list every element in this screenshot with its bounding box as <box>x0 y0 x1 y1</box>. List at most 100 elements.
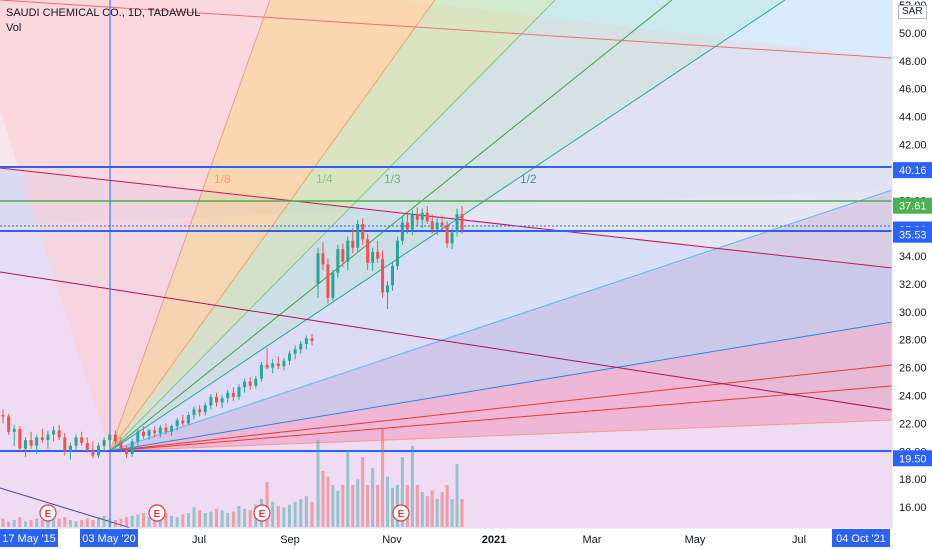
candle <box>18 426 22 452</box>
candle <box>405 214 409 234</box>
volume-bar <box>304 496 308 527</box>
volume-bar <box>361 457 365 527</box>
fan-label-1-3: 1/3 <box>384 172 401 186</box>
candle <box>7 413 11 435</box>
volume-bar <box>192 507 196 527</box>
candle <box>415 207 419 226</box>
volume-bar <box>12 520 16 527</box>
pitchfork-line-mid <box>0 167 893 269</box>
svg-text:E: E <box>398 509 405 520</box>
x-tick-may: May <box>685 534 706 546</box>
x-tick-nov: Nov <box>382 534 402 546</box>
volume-bar <box>265 482 269 527</box>
volume-bar <box>214 508 218 527</box>
earnings-marker[interactable]: E <box>39 504 57 522</box>
candle <box>186 412 190 425</box>
volume-bar <box>381 429 385 527</box>
candle <box>351 228 355 254</box>
volume-bar <box>186 513 190 527</box>
volume-bar <box>175 517 179 527</box>
volume-bar <box>288 504 292 527</box>
volume-indicator-label[interactable]: Vol <box>6 22 22 34</box>
candle <box>141 426 145 439</box>
fan-labels: 1/8 1/4 1/3 1/2 <box>214 172 537 186</box>
candle <box>85 437 89 453</box>
fan-lines <box>0 0 893 541</box>
volume-bar <box>46 521 50 527</box>
time-axis[interactable]: Jul Sep Nov 2021 Mar May Jul 17 May '15 … <box>0 527 932 550</box>
candle <box>164 423 168 435</box>
candle <box>316 247 320 298</box>
candle <box>40 428 44 443</box>
candle <box>420 208 424 229</box>
price-axis[interactable]: 16.0018.0020.0022.0024.0026.0028.0030.00… <box>891 0 932 550</box>
y-tick-label: 24.00 <box>899 391 927 403</box>
volume-bar <box>209 511 213 527</box>
x-tick-mar: Mar <box>583 534 602 546</box>
volume-bar <box>376 485 380 527</box>
candle <box>326 258 330 304</box>
svg-text:37.61: 37.61 <box>899 201 927 213</box>
candle <box>209 394 213 410</box>
candle <box>304 335 308 350</box>
volume-bar <box>97 517 101 527</box>
volume-bar <box>460 499 464 527</box>
volume-bar <box>198 510 202 527</box>
volume-bar <box>80 520 84 527</box>
volume-bar <box>420 492 424 527</box>
pitchfork-line-low <box>0 271 893 411</box>
volume-bar <box>326 476 330 527</box>
candle <box>371 247 375 272</box>
candle <box>346 236 350 270</box>
candle <box>460 205 464 234</box>
volume-bar <box>85 518 89 527</box>
volume-bar <box>336 490 340 527</box>
symbol-title[interactable]: SAUDI CHEMICAL CO., 1D, TADAWUL <box>6 7 201 19</box>
pitchfork-line-top <box>0 0 893 59</box>
currency-label[interactable]: SAR <box>898 5 927 19</box>
price-badge: 37.61 <box>893 197 932 214</box>
volume-bar <box>371 468 375 527</box>
candle <box>321 242 325 270</box>
volume-bar <box>113 520 117 527</box>
earnings-marker[interactable]: E <box>148 504 166 522</box>
volume-bar <box>248 510 252 527</box>
y-tick-label: 26.00 <box>899 363 927 375</box>
volume-bar <box>220 510 224 527</box>
candle <box>381 250 385 298</box>
earnings-marker[interactable]: E <box>392 504 410 522</box>
volume-bar <box>147 517 151 527</box>
candle <box>68 442 72 460</box>
volume-bar <box>153 515 157 527</box>
volume-bar <box>390 487 394 527</box>
candle <box>400 216 404 245</box>
volume-bar <box>243 508 247 527</box>
volume-bar <box>23 521 27 527</box>
volume-bar <box>63 517 67 527</box>
volume-bars <box>1 429 464 527</box>
candle <box>435 218 439 236</box>
y-tick-label: 28.00 <box>899 335 927 347</box>
x-tick-jul-2: Jul <box>792 534 806 546</box>
fan-line-lightblue <box>109 189 893 452</box>
y-tick-label: 18.00 <box>899 474 927 486</box>
volume-bar <box>450 499 454 527</box>
candle <box>390 261 394 291</box>
candle <box>130 438 134 457</box>
svg-text:19.50: 19.50 <box>899 453 927 465</box>
fan-line-green <box>109 0 673 452</box>
candle <box>265 348 269 370</box>
svg-text:17 May '15: 17 May '15 <box>2 533 55 545</box>
candle <box>113 430 117 445</box>
volume-bar <box>405 485 409 527</box>
candle <box>361 218 365 245</box>
candle <box>356 219 360 252</box>
volume-bar <box>57 518 61 527</box>
x-tick-2021: 2021 <box>482 534 506 546</box>
earnings-marker[interactable]: E <box>253 504 271 522</box>
svg-text:35.53: 35.53 <box>899 230 927 242</box>
candle <box>237 384 241 400</box>
volume-bar <box>282 507 286 527</box>
y-tick-label: 22.00 <box>899 418 927 430</box>
